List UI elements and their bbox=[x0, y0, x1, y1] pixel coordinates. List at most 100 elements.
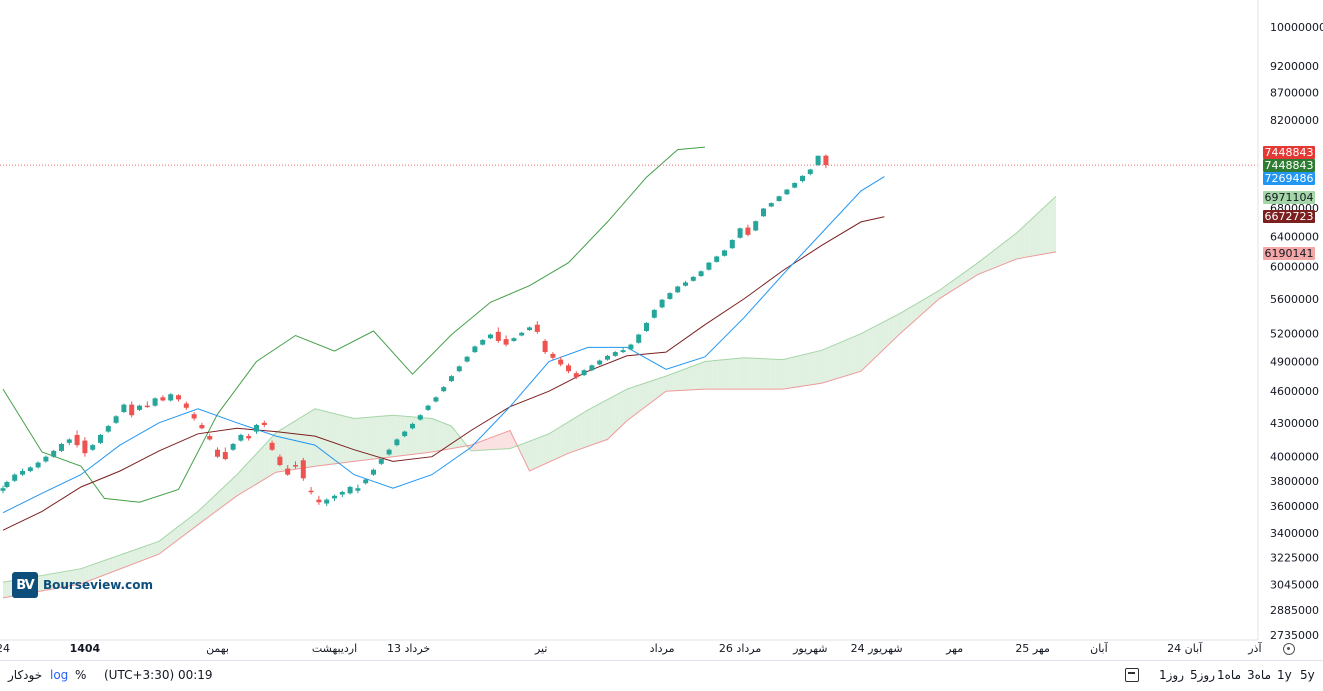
cloud-segment bbox=[490, 436, 495, 450]
candle-body bbox=[768, 203, 774, 207]
cloud-segment bbox=[166, 532, 171, 549]
cloud-segment bbox=[864, 329, 869, 368]
candle bbox=[527, 326, 532, 331]
cloud-segment bbox=[186, 517, 191, 534]
candle-body bbox=[137, 405, 142, 410]
candle-body bbox=[472, 346, 478, 353]
cloud-segment bbox=[1032, 214, 1037, 257]
range-1y-button[interactable]: 1y bbox=[1277, 668, 1292, 682]
y-tick-label: 3225000 bbox=[1270, 552, 1319, 565]
cloud-segment bbox=[627, 387, 631, 421]
candle-body bbox=[441, 387, 447, 392]
candle-body bbox=[456, 366, 462, 372]
cloud-segment bbox=[147, 543, 152, 559]
cloud-segment bbox=[927, 295, 932, 310]
ichimoku-chart[interactable]: 1000000092000008700000820000068000006400… bbox=[0, 0, 1323, 660]
range-3m-button[interactable]: 3ماه bbox=[1247, 668, 1272, 682]
y-tick-label: 6400000 bbox=[1270, 230, 1319, 243]
x-tick-label: مهر bbox=[945, 642, 963, 655]
cloud-segment bbox=[225, 481, 230, 505]
candle bbox=[620, 347, 626, 354]
candle bbox=[823, 154, 829, 169]
candle bbox=[706, 261, 712, 271]
x-tick-label: شهریور bbox=[792, 642, 827, 655]
candle bbox=[402, 430, 408, 438]
candle-body bbox=[160, 397, 166, 401]
cloud-segment bbox=[123, 552, 128, 568]
percent-scale-button[interactable]: % bbox=[75, 668, 87, 682]
candle-body bbox=[308, 490, 314, 493]
range-5y-button[interactable]: 5y bbox=[1300, 668, 1315, 682]
date-range-icon[interactable] bbox=[1125, 668, 1139, 682]
cloud-segment bbox=[732, 358, 737, 390]
cloud-segment bbox=[779, 359, 783, 390]
candle-body bbox=[589, 365, 595, 371]
y-axis[interactable]: 1000000092000008700000820000068000006400… bbox=[1257, 0, 1323, 642]
candle-body bbox=[316, 499, 322, 503]
cloud-segment bbox=[213, 492, 218, 513]
cloud-segment bbox=[771, 359, 776, 390]
log-scale-button[interactable]: log bbox=[50, 668, 69, 682]
candle bbox=[472, 345, 478, 354]
candle bbox=[464, 355, 470, 363]
candle-body bbox=[706, 262, 712, 270]
candle-body bbox=[20, 470, 25, 475]
candle bbox=[35, 461, 41, 469]
cloud-segment bbox=[767, 358, 772, 390]
candle bbox=[394, 438, 400, 447]
cloud-segment bbox=[958, 273, 963, 287]
cloud-segment bbox=[53, 572, 58, 589]
range-1d-button[interactable]: 1روز bbox=[1159, 668, 1185, 682]
cloud-segment bbox=[474, 442, 479, 451]
cloud-segment bbox=[915, 301, 920, 320]
cloud-segment bbox=[279, 427, 284, 472]
cloud-segment bbox=[560, 424, 565, 457]
cloud-segment bbox=[198, 507, 202, 525]
range-1m-button[interactable]: 1ماه bbox=[1217, 668, 1242, 682]
candle-body bbox=[363, 479, 369, 484]
cloud-segment bbox=[708, 360, 713, 390]
y-tick-label: 10000000 bbox=[1270, 21, 1323, 34]
candle bbox=[542, 339, 548, 354]
price-badge: 6971104 bbox=[1263, 191, 1315, 204]
candle-body bbox=[612, 352, 618, 356]
candle-body bbox=[714, 256, 720, 262]
cloud-segment bbox=[135, 547, 140, 563]
range-5d-button[interactable]: 5روز bbox=[1190, 668, 1216, 682]
cloud-segment bbox=[658, 377, 663, 397]
candle-body bbox=[488, 334, 493, 339]
candle bbox=[417, 414, 423, 421]
candle bbox=[129, 401, 135, 418]
cloud-segment bbox=[6, 580, 11, 598]
cloud-segment bbox=[334, 413, 339, 464]
cloud-segment bbox=[849, 336, 854, 375]
x-axis[interactable]: 24 1404 بهمن اردیبهشت 13 خرداد تیر مرداد 26 مرد… bbox=[0, 639, 1262, 655]
candle-body bbox=[792, 183, 798, 188]
candle-body bbox=[269, 442, 275, 450]
cloud-segment bbox=[459, 435, 464, 448]
candle-body bbox=[199, 424, 205, 429]
timezone-clock[interactable]: (UTC+3:30) 00:19 bbox=[104, 668, 213, 682]
candle bbox=[168, 393, 174, 402]
candlesticks bbox=[0, 154, 829, 507]
candle-body bbox=[628, 344, 634, 350]
y-tick-label: 4300000 bbox=[1270, 417, 1319, 430]
candle bbox=[82, 437, 88, 457]
candle bbox=[761, 207, 766, 217]
cloud-segment bbox=[471, 443, 475, 451]
price-badge-label: 7448843 bbox=[1265, 159, 1314, 172]
candle bbox=[137, 404, 142, 411]
chart-settings-icon[interactable] bbox=[1283, 643, 1295, 655]
cloud-segment bbox=[162, 535, 167, 552]
candle bbox=[378, 457, 384, 465]
candle bbox=[207, 433, 213, 441]
candle bbox=[792, 182, 798, 189]
candle-body bbox=[168, 394, 174, 401]
candle bbox=[449, 375, 454, 383]
auto-scale-button[interactable]: خودکار bbox=[8, 668, 43, 682]
cloud-segment bbox=[533, 438, 538, 470]
cloud-segment bbox=[740, 357, 744, 390]
candle bbox=[230, 442, 236, 451]
candle-body bbox=[129, 404, 135, 416]
candle-body bbox=[659, 299, 665, 308]
